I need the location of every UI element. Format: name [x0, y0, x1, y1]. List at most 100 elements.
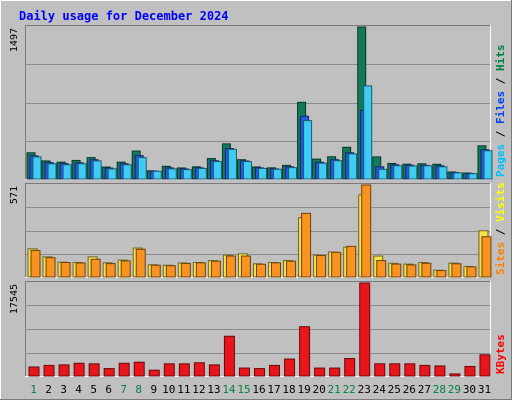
bar-pages-day-17 [273, 168, 283, 180]
bar-sites-day-17 [271, 262, 282, 278]
bar-sites-day-13 [210, 260, 221, 278]
bar-sites-day-19 [301, 212, 312, 278]
bar-kbytes-day-19 [299, 326, 311, 377]
x-tick-label-day-19: 19 [297, 383, 310, 396]
legend-part: Sites [494, 242, 507, 275]
bar-sites-day-6 [105, 263, 116, 278]
x-tick-label-day-29: 29 [448, 383, 461, 396]
panel-1: 1497 Pages / Files / Hits [9, 25, 507, 180]
bar-kbytes-day-12 [193, 362, 205, 377]
bar-pages-day-30 [468, 173, 478, 180]
bar-kbytes-day-1 [28, 366, 40, 377]
series-legend-label: Sites / Visits [494, 182, 507, 275]
bar-pages-day-6 [107, 168, 117, 180]
legend-part: / [494, 222, 507, 242]
x-tick-label-day-18: 18 [282, 383, 295, 396]
bar-sites-day-20 [316, 255, 327, 278]
bar-sites-day-27 [421, 262, 432, 278]
bar-sites-day-29 [451, 263, 462, 278]
bar-sites-day-3 [60, 262, 71, 278]
legend-part: Hits [494, 45, 507, 72]
series-legend-label: KBytes [494, 334, 507, 374]
bar-sites-day-28 [436, 270, 447, 278]
bar-pages-day-16 [257, 167, 267, 180]
panel-plot-area [25, 25, 491, 180]
bar-pages-day-5 [92, 160, 102, 180]
bar-sites-day-4 [75, 262, 86, 278]
bar-pages-day-19 [303, 120, 313, 180]
x-tick-label-day-26: 26 [403, 383, 416, 396]
x-tick-label-day-31: 31 [478, 383, 491, 396]
bar-pages-day-29 [453, 172, 463, 180]
bar-pages-day-12 [197, 167, 207, 180]
bar-kbytes-day-22 [344, 358, 356, 377]
bar-pages-day-4 [77, 163, 87, 180]
x-tick-label-day-17: 17 [267, 383, 280, 396]
x-tick-label-day-7: 7 [120, 383, 127, 396]
bar-sites-day-31 [481, 236, 492, 278]
bar-sites-day-1 [30, 249, 41, 278]
bar-pages-day-20 [318, 162, 328, 180]
bar-kbytes-day-18 [284, 358, 296, 377]
x-tick-label-day-23: 23 [358, 383, 371, 396]
bar-pages-day-21 [333, 160, 343, 180]
bar-kbytes-day-2 [43, 364, 55, 377]
bar-kbytes-day-23 [359, 282, 371, 377]
bar-sites-day-26 [406, 264, 417, 278]
x-tick-label-day-8: 8 [135, 383, 142, 396]
bar-kbytes-day-30 [464, 365, 476, 377]
bar-pages-day-22 [348, 153, 358, 180]
x-tick-label-day-11: 11 [177, 383, 190, 396]
bar-pages-day-14 [227, 148, 237, 180]
series-sites [30, 184, 492, 278]
bar-sites-day-24 [376, 260, 387, 278]
bar-kbytes-day-31 [479, 354, 491, 377]
bar-kbytes-day-5 [88, 363, 100, 377]
series-legend-label: Pages / Files / Hits [494, 45, 507, 178]
y-axis-max-label: 1497 [9, 28, 20, 52]
bar-sites-day-21 [331, 251, 342, 278]
bar-kbytes-day-29 [449, 373, 461, 377]
bar-pages-day-31 [483, 150, 493, 180]
bar-pages-day-27 [423, 165, 433, 180]
legend-part: Pages [494, 144, 507, 177]
bar-sites-day-5 [90, 258, 101, 278]
bar-sites-day-2 [45, 257, 56, 278]
bar-pages-day-13 [212, 161, 222, 180]
x-tick-label-day-14: 14 [222, 383, 236, 396]
x-tick-label-day-5: 5 [90, 383, 97, 396]
x-tick-label-day-28: 28 [433, 383, 446, 396]
bar-kbytes-day-11 [178, 363, 190, 377]
bar-sites-day-9 [150, 264, 161, 278]
x-tick-label-day-30: 30 [463, 383, 476, 396]
x-tick-label-day-22: 22 [343, 383, 356, 396]
bar-pages-day-8 [137, 157, 147, 180]
bar-kbytes-day-7 [118, 362, 130, 377]
bar-pages-day-28 [438, 166, 448, 180]
bar-kbytes-day-3 [58, 364, 70, 377]
panel-3: 17545 KBytes [9, 281, 507, 377]
x-tick-label-day-20: 20 [313, 383, 326, 396]
x-tick-label-day-9: 9 [150, 383, 157, 396]
x-axis-labels: 1 2 3 4 5 6 7 8 9 10 11 12 13 14 15 16 17 18 19 20 21 22 23 24 2… [30, 383, 491, 396]
x-tick-label-day-4: 4 [75, 383, 82, 396]
bar-kbytes-day-6 [103, 368, 115, 377]
bar-kbytes-day-4 [73, 362, 85, 377]
x-tick-label-day-15: 15 [237, 383, 250, 396]
bar-pages-day-18 [288, 167, 298, 180]
bar-kbytes-day-26 [404, 363, 416, 377]
bar-kbytes-day-13 [208, 364, 220, 377]
bar-kbytes-day-9 [148, 369, 160, 377]
bar-kbytes-day-24 [374, 363, 386, 377]
bar-kbytes-day-28 [434, 365, 446, 377]
bar-pages-day-2 [47, 163, 57, 180]
bar-sites-day-23 [361, 184, 372, 278]
y-axis-max-label: 17545 [9, 284, 20, 314]
bar-sites-day-25 [391, 263, 402, 278]
bar-sites-day-12 [195, 262, 206, 278]
legend-part: / [494, 71, 507, 91]
bar-sites-day-15 [240, 255, 251, 278]
panels-layer: 1497 Pages / Files / Hits 571 Sites / Visit… [9, 25, 507, 377]
